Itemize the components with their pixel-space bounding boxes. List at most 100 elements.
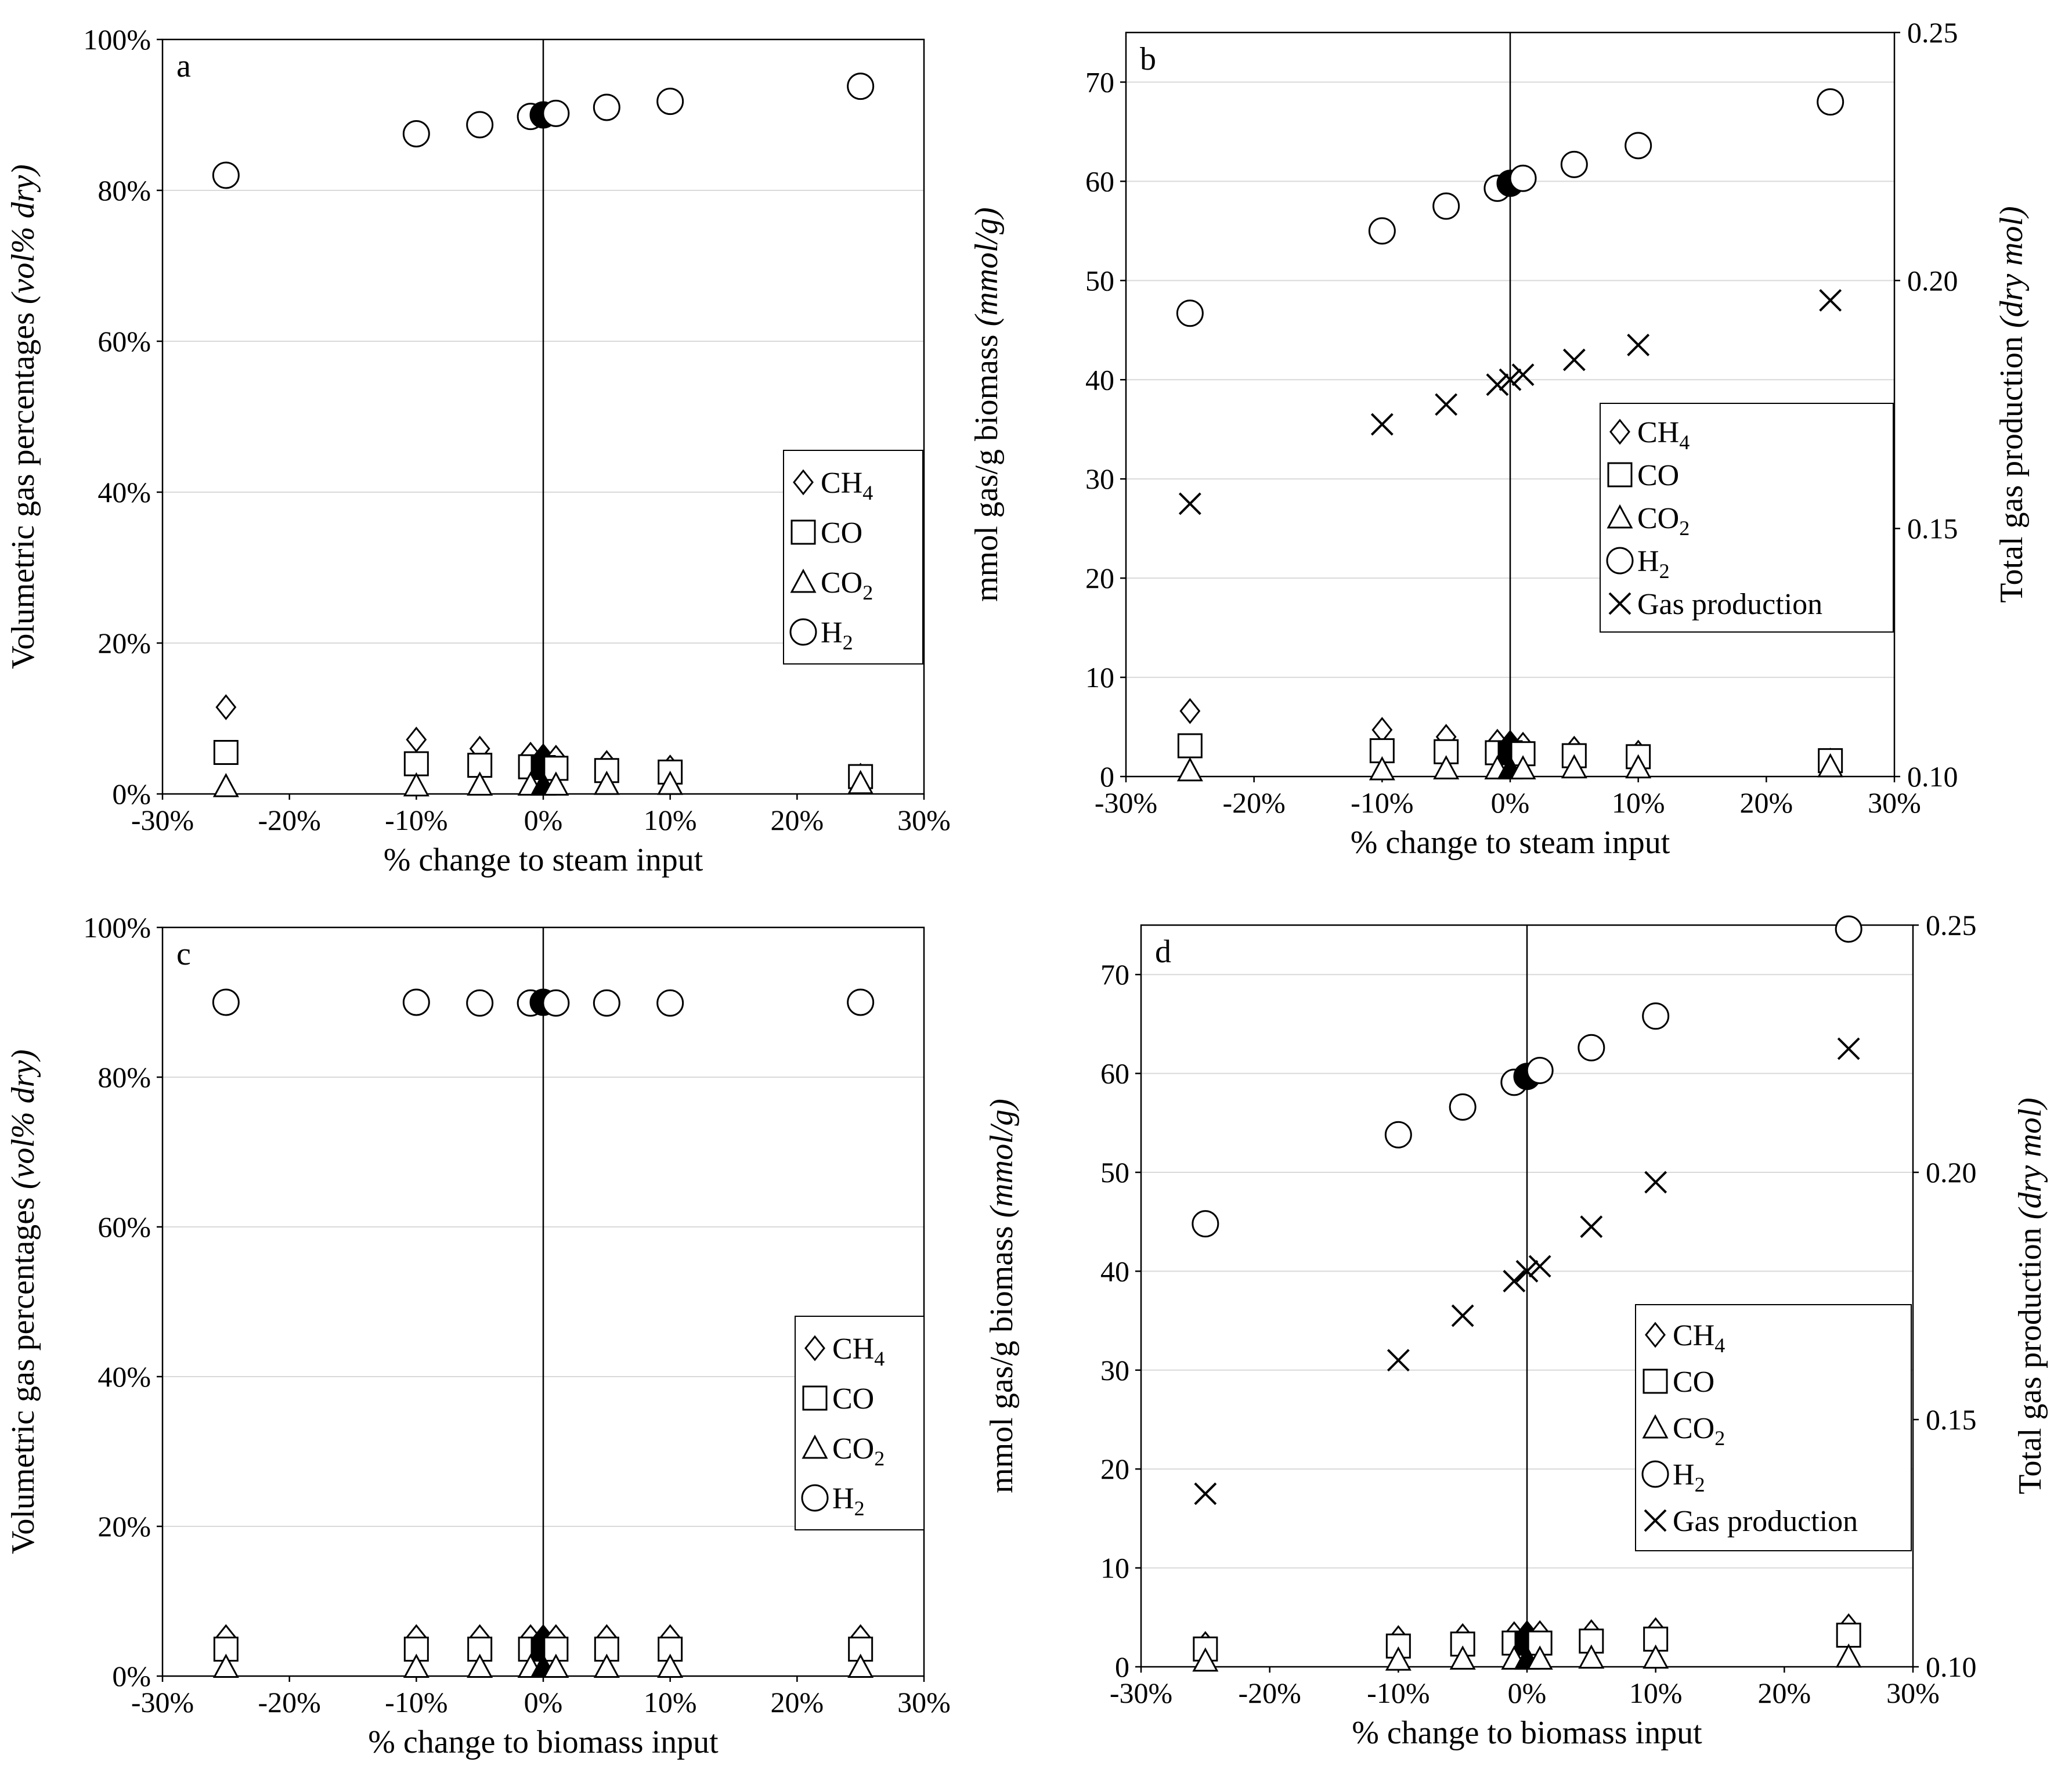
y2-axis-title-d: Total gas production (dry mol) xyxy=(2012,1097,2048,1494)
data-point xyxy=(1451,1304,1474,1327)
data-point xyxy=(1176,299,1204,327)
data-point xyxy=(1369,756,1395,781)
legend-marker-x-stroke-b xyxy=(1608,592,1631,615)
legend-label-main: CO xyxy=(1637,502,1679,535)
y2-axis-title-d-italic: (dry mol) xyxy=(2012,1097,2048,1219)
data-point xyxy=(1580,1215,1603,1238)
legend-label-main: CO xyxy=(1637,459,1679,492)
legend-label: CO2 xyxy=(832,1432,885,1470)
legend-label-sub: 4 xyxy=(1679,431,1690,454)
y-tick-label: 20 xyxy=(1085,562,1114,594)
series-gas-production xyxy=(1194,1037,1860,1505)
data-point xyxy=(1561,754,1587,779)
data-point xyxy=(1578,1644,1605,1669)
data-point-stroke-b xyxy=(1194,1482,1217,1505)
data-point xyxy=(402,120,430,147)
x-tick-label: 20% xyxy=(771,804,824,836)
data-point xyxy=(1486,373,1509,396)
data-point xyxy=(1625,132,1652,160)
panel-b: -30% -20% -10% 0% 10% 20% 30% 0 10 20 30 40 50 60 70 0.… xyxy=(969,16,2030,861)
legend-marker-triangle xyxy=(790,568,817,593)
x-axis-b: -30% -20% -10% 0% 10% 20% 30% xyxy=(1095,777,1921,819)
data-point xyxy=(1526,1056,1554,1084)
legend-label: CH4 xyxy=(821,467,873,504)
data-point xyxy=(1835,915,1862,943)
legend-label-sub: 4 xyxy=(874,1347,885,1370)
x-axis-title-b: % change to steam input xyxy=(1351,825,1670,861)
x-tick-label: -20% xyxy=(1239,1677,1301,1709)
data-point xyxy=(212,161,240,189)
x-tick-label: -10% xyxy=(1367,1677,1430,1709)
legend-box xyxy=(1600,403,1894,633)
data-point-stroke-b xyxy=(1435,393,1458,416)
data-point xyxy=(1515,1259,1539,1283)
data-point-stroke-b xyxy=(1819,289,1842,312)
y-tick-label: 0% xyxy=(112,1660,151,1692)
x-axis-title-c: % change to biomass input xyxy=(368,1724,719,1760)
data-point xyxy=(542,99,570,127)
legend-label-sub: 4 xyxy=(1714,1334,1725,1357)
y2-tick-label: 0.15 xyxy=(1926,1403,1977,1436)
data-a xyxy=(212,73,875,797)
data-point-stroke-b xyxy=(1486,373,1509,396)
legend-marker-triangle xyxy=(802,1434,828,1459)
legend-label-main: Gas production xyxy=(1637,588,1822,621)
y-tick-label: 50 xyxy=(1085,264,1114,297)
x-tick-label: 10% xyxy=(1612,786,1665,819)
panel-label-c: c xyxy=(176,936,191,972)
y-axis-c: 0% 20% 40% 60% 80% 100% xyxy=(83,911,163,1692)
legend-label-sub: 2 xyxy=(874,1447,885,1470)
x-tick-label: 30% xyxy=(1886,1677,1940,1709)
data-point xyxy=(1644,1171,1667,1194)
data-point xyxy=(467,1653,493,1678)
x-tick-label: -20% xyxy=(258,1686,321,1718)
data-point-stroke-b xyxy=(1837,1037,1860,1060)
data-point xyxy=(593,1653,620,1678)
data-point xyxy=(213,740,239,765)
x-tick-label: 10% xyxy=(644,1686,697,1718)
data-point xyxy=(1642,1002,1670,1030)
legend-label-main: CH xyxy=(1637,416,1679,449)
legend-label: CO2 xyxy=(1637,502,1690,540)
series-co xyxy=(213,740,873,789)
legend-label: CO xyxy=(1673,1366,1714,1399)
y-tick-label: 0% xyxy=(112,778,151,810)
data-point xyxy=(1176,757,1203,782)
data-point xyxy=(215,694,237,720)
legend-label-sub: 2 xyxy=(1695,1473,1705,1496)
x-tick-label: -30% xyxy=(1110,1677,1172,1709)
legend-label: H2 xyxy=(1673,1458,1705,1496)
x-tick-label: -30% xyxy=(1095,786,1157,819)
legend-label: CH4 xyxy=(832,1333,885,1370)
data-point xyxy=(543,771,569,796)
x-tick-label: 10% xyxy=(1629,1677,1683,1709)
panel-a: -30% -20% -10% 0% 10% 20% 30% 0% 20% 40% 60% 80% 100… xyxy=(5,23,951,878)
y2-axis-title-d-main: Total gas production xyxy=(2012,1219,2048,1494)
legend-label-main: Gas production xyxy=(1673,1505,1858,1538)
legend-label: CH4 xyxy=(1637,416,1690,454)
legend-label: Gas production xyxy=(1673,1505,1858,1538)
data-point xyxy=(1194,1482,1217,1505)
series-h2 xyxy=(212,73,875,189)
x-tick-label: 30% xyxy=(897,804,951,836)
y2-axis-title-b: Total gas production (dry mol) xyxy=(1994,206,2030,603)
y-tick-label: 10 xyxy=(1085,661,1114,694)
data-point xyxy=(1387,1349,1410,1372)
x-tick-label: -30% xyxy=(131,804,194,836)
y-axis-title-b: mmol gas/g biomass (mmol/g) xyxy=(969,207,1005,602)
y-axis-title-d-italic: (mmol/g) xyxy=(984,1099,1020,1218)
data-point-stroke-b xyxy=(1644,1171,1667,1194)
legend-label-sub: 2 xyxy=(854,1497,865,1520)
data-point-stroke-b xyxy=(1511,363,1535,387)
y-tick-label: 70 xyxy=(1100,958,1129,991)
data-point-stroke-b xyxy=(1387,1349,1410,1372)
data-point xyxy=(1627,334,1650,356)
y-tick-label: 20% xyxy=(98,627,151,659)
legend-label: H2 xyxy=(1637,545,1670,583)
x-axis-title-d: % change to biomass input xyxy=(1352,1715,1702,1751)
data-point xyxy=(1835,1643,1862,1668)
data-point xyxy=(1625,754,1652,779)
legend-label-main: CO xyxy=(821,566,862,600)
